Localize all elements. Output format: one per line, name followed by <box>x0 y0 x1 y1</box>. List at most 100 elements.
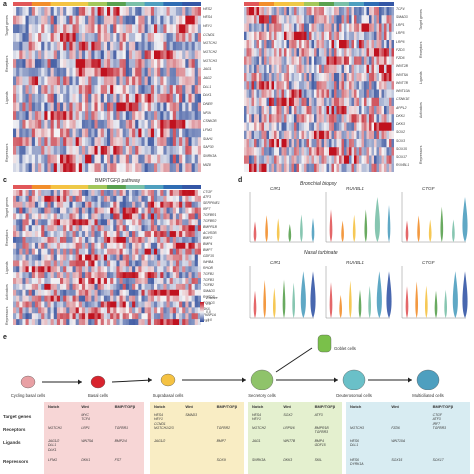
table-col-head: BMP/TGFβ <box>114 404 136 409</box>
violin-shape <box>462 197 468 242</box>
cell-type-label: Suprabasal cells <box>152 393 184 398</box>
heatmap-cell <box>286 163 290 172</box>
heatmap-cell <box>304 23 307 33</box>
heatmap-cell <box>13 231 17 238</box>
section-label: Activators <box>419 102 423 118</box>
heatmap-cell <box>339 15 342 24</box>
heatmap-cell <box>194 236 199 244</box>
heatmap-cell <box>154 301 158 308</box>
heatmap-cell <box>369 155 372 165</box>
heatmap-cell <box>100 260 105 267</box>
heatmap-cell <box>85 85 89 95</box>
heatmap-cell <box>135 225 139 232</box>
heatmap-cell <box>269 106 272 115</box>
heatmap-cell <box>38 15 42 25</box>
heatmap-cell <box>66 236 70 244</box>
heatmap-cell <box>163 119 167 129</box>
heatmap-cell <box>72 190 76 197</box>
heatmap-cell <box>249 73 252 82</box>
heatmap-cell <box>122 119 127 129</box>
table-cell: BMP2/4 <box>114 439 127 443</box>
heatmap-cell <box>103 154 108 164</box>
heatmap-cell <box>81 50 86 60</box>
heatmap-cell <box>188 201 192 208</box>
heatmap-cell <box>110 231 114 238</box>
heatmap-cell <box>13 266 17 273</box>
heatmap-cell <box>154 295 158 302</box>
heatmap-cell <box>286 56 290 66</box>
heatmap-cell <box>47 145 51 155</box>
heatmap-cell <box>191 119 196 129</box>
heatmap-cell <box>160 260 164 267</box>
heatmap-cell <box>60 231 64 238</box>
heatmap-cell <box>28 190 33 197</box>
heatmap-cell <box>289 64 292 74</box>
heatmap-cell <box>81 278 86 285</box>
heatmap-cell <box>31 102 36 112</box>
heatmap-cell <box>116 260 120 267</box>
heatmap-cell <box>169 236 174 244</box>
heatmap-cell <box>34 231 39 238</box>
heatmap-cell <box>256 81 260 90</box>
heatmap-cell <box>188 283 192 291</box>
heatmap-cell <box>374 147 377 156</box>
violin-shape <box>329 209 333 242</box>
heatmap-cell <box>110 67 114 77</box>
heatmap-cell <box>132 272 136 279</box>
heatmap-cell <box>50 254 55 261</box>
heatmap-cell <box>150 33 155 43</box>
heatmap-cell <box>166 111 170 121</box>
heatmap-cell <box>188 319 192 325</box>
heatmap-cell <box>311 114 315 123</box>
heatmap-cell <box>56 190 61 197</box>
heatmap-cell <box>389 139 392 148</box>
heatmap-cell <box>274 31 277 41</box>
heatmap-cell <box>154 24 158 34</box>
heatmap-cell <box>128 154 133 164</box>
heatmap-cell <box>356 130 360 140</box>
heatmap-cell <box>349 31 352 41</box>
heatmap-cell <box>138 137 142 147</box>
heatmap-cell <box>341 15 345 24</box>
heatmap-cell <box>56 307 61 314</box>
cluster-bar-segment <box>69 185 89 189</box>
heatmap-cell <box>319 147 322 156</box>
heatmap-cell <box>166 163 170 172</box>
heatmap-cell <box>16 93 20 103</box>
section-label: Ligands <box>419 71 423 84</box>
heatmap-cell <box>334 155 337 165</box>
heatmap-cell <box>113 41 117 51</box>
heatmap-cell <box>175 93 180 103</box>
heatmap-cell <box>304 163 307 172</box>
heatmap-cell <box>185 119 189 129</box>
heatmap-cell <box>25 15 29 25</box>
heatmap-cell <box>97 289 102 296</box>
cell-type-label: Multiciliated cells <box>412 393 444 398</box>
heatmap-cell <box>329 40 332 49</box>
heatmap-cell <box>172 225 177 232</box>
heatmap-cell <box>38 154 42 164</box>
heatmap-cell <box>135 278 139 285</box>
heatmap-cell <box>366 73 370 82</box>
heatmap-cell <box>113 248 117 255</box>
heatmap-cell <box>369 15 372 24</box>
gene-label: LRP5 <box>396 31 405 36</box>
heatmap-cell <box>60 154 64 164</box>
heatmap-cell <box>279 7 282 16</box>
heatmap-cell <box>138 85 142 95</box>
heatmap-cell <box>351 155 355 165</box>
heatmap-cell <box>94 242 98 249</box>
heatmap-cell <box>128 76 133 86</box>
heatmap-cell <box>259 7 262 16</box>
heatmap-cell <box>276 97 280 107</box>
heatmap-cell <box>326 130 330 140</box>
heatmap-cell <box>150 85 155 95</box>
heatmap-cell <box>251 147 255 156</box>
heatmap-cell <box>316 114 320 123</box>
heatmap-cell <box>132 278 136 285</box>
heatmap-cell <box>166 85 170 95</box>
heatmap-cell <box>110 201 114 208</box>
heatmap-cell <box>47 119 51 129</box>
heatmap-cell <box>31 85 36 95</box>
table-cell: WNT7B <box>283 439 296 443</box>
